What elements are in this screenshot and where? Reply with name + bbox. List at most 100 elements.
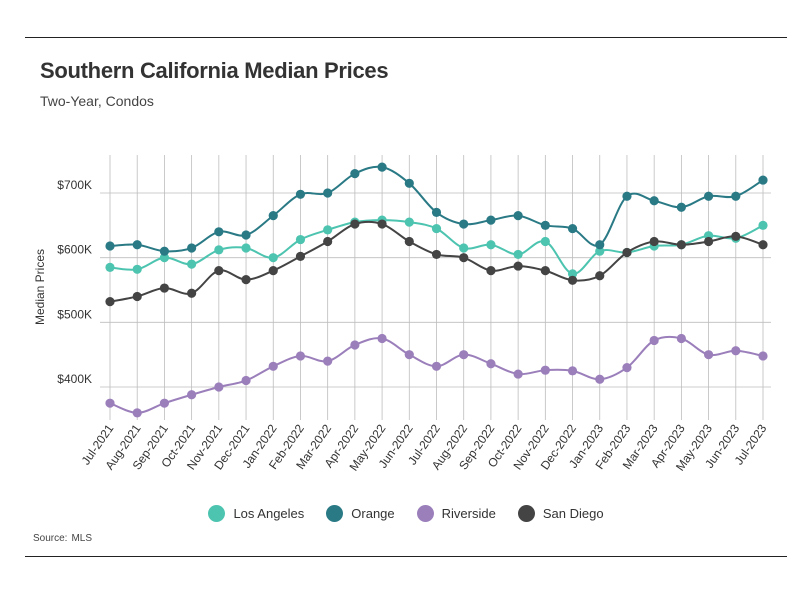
data-point-riverside <box>187 390 197 400</box>
y-tick-label: $600K <box>57 243 92 257</box>
data-point-san-diego <box>731 231 741 241</box>
data-point-orange <box>377 162 387 172</box>
legend-marker <box>326 505 344 522</box>
data-point-san-diego <box>323 236 333 247</box>
data-point-riverside <box>567 366 578 376</box>
data-point-san-diego <box>459 253 469 263</box>
legend-marker <box>416 505 434 522</box>
data-point-san-diego <box>703 236 714 247</box>
source-note: Source: MLS <box>33 533 96 544</box>
data-point-san-diego <box>241 275 251 285</box>
data-point-los-angeles <box>214 245 224 255</box>
data-point-san-diego <box>268 266 278 276</box>
data-point-riverside <box>159 398 170 408</box>
legend-item-orange: Orange <box>326 505 395 522</box>
y-tick-label: $700K <box>57 178 92 192</box>
data-point-orange <box>404 178 414 188</box>
data-point-los-angeles <box>459 243 469 253</box>
data-point-riverside <box>513 369 523 379</box>
data-point-riverside <box>241 375 251 386</box>
data-point-riverside <box>649 335 659 346</box>
data-point-san-diego <box>404 236 414 247</box>
data-point-riverside <box>676 333 686 344</box>
data-point-riverside <box>622 363 632 373</box>
data-point-san-diego <box>431 249 442 260</box>
data-point-orange <box>214 227 224 237</box>
data-point-san-diego <box>377 219 387 229</box>
data-point-riverside <box>404 350 414 360</box>
legend-marker <box>517 505 535 522</box>
data-point-san-diego <box>350 219 360 229</box>
data-point-orange <box>676 202 686 212</box>
data-point-san-diego <box>540 266 550 276</box>
data-point-los-angeles <box>595 246 605 256</box>
legend-label: San Diego <box>542 506 604 521</box>
data-point-riverside <box>105 398 115 408</box>
data-point-orange <box>622 191 632 201</box>
data-point-riverside <box>295 351 306 361</box>
legend-item-riverside: Riverside <box>416 505 496 522</box>
data-point-san-diego <box>595 271 605 281</box>
data-point-los-angeles <box>567 269 578 279</box>
data-point-san-diego <box>622 247 632 258</box>
data-point-riverside <box>350 340 360 350</box>
legend-marker <box>208 505 226 522</box>
data-point-orange <box>295 189 306 199</box>
data-point-riverside <box>758 351 768 361</box>
data-point-orange <box>159 246 170 256</box>
y-axis-label: Median Prices <box>33 249 47 325</box>
data-point-los-angeles <box>268 253 278 263</box>
data-point-san-diego <box>159 283 170 293</box>
data-point-riverside <box>731 346 741 356</box>
data-point-los-angeles <box>540 236 550 247</box>
legend-item-san-diego: San Diego <box>517 505 604 522</box>
data-point-riverside <box>540 365 550 375</box>
data-point-orange <box>187 243 197 253</box>
legend-label: Los Angeles <box>233 506 305 521</box>
data-point-orange <box>486 215 496 225</box>
bottom-rule <box>25 556 787 557</box>
data-point-orange <box>758 175 768 185</box>
data-point-los-angeles <box>132 264 142 274</box>
data-point-orange <box>105 241 115 251</box>
data-point-orange <box>649 196 659 206</box>
data-point-orange <box>513 211 523 221</box>
data-point-orange <box>540 220 550 230</box>
data-point-orange <box>431 207 442 217</box>
data-point-los-angeles <box>486 240 496 250</box>
data-point-riverside <box>377 333 387 344</box>
chart-legend: Los Angeles Orange Riverside San Diego <box>0 505 812 522</box>
data-point-los-angeles <box>323 225 333 235</box>
chart-title: Southern California Median Prices <box>40 58 389 83</box>
data-point-san-diego <box>676 240 686 250</box>
data-point-orange <box>350 169 360 179</box>
data-point-san-diego <box>513 261 523 271</box>
data-point-los-angeles <box>404 217 414 227</box>
data-point-san-diego <box>187 288 197 298</box>
data-point-los-angeles <box>241 243 251 253</box>
chart-subtitle: Two-Year, Condos <box>40 93 154 109</box>
data-point-orange <box>268 211 278 221</box>
data-point-san-diego <box>649 236 659 247</box>
data-point-riverside <box>459 350 469 360</box>
data-point-san-diego <box>214 266 224 276</box>
data-point-orange <box>731 191 741 201</box>
source-value: MLS <box>71 533 93 544</box>
data-point-san-diego <box>567 275 578 285</box>
data-point-riverside <box>214 382 224 392</box>
legend-label: Orange <box>351 506 395 521</box>
data-point-riverside <box>132 408 142 418</box>
y-tick-label: $500K <box>57 307 92 321</box>
data-point-riverside <box>595 374 605 384</box>
data-point-riverside <box>703 350 714 360</box>
data-point-los-angeles <box>295 234 306 245</box>
data-point-orange <box>132 240 142 250</box>
legend-item-los-angeles: Los Angeles <box>208 505 304 522</box>
y-tick-label: $400K <box>57 372 92 386</box>
data-point-riverside <box>268 361 278 371</box>
data-point-san-diego <box>132 291 142 302</box>
data-point-riverside <box>431 361 442 371</box>
data-point-orange <box>595 240 605 250</box>
data-point-los-angeles <box>431 223 442 234</box>
